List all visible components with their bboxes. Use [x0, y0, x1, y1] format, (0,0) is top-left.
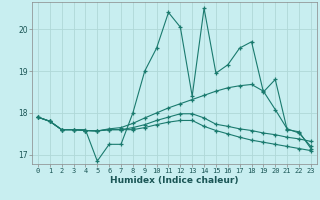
- X-axis label: Humidex (Indice chaleur): Humidex (Indice chaleur): [110, 176, 239, 185]
